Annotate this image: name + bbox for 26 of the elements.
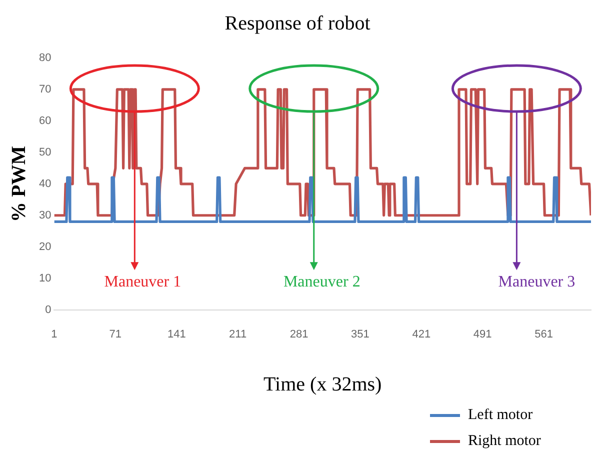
y-tick-label: 60: [38, 114, 52, 127]
x-tick-label: 491: [473, 328, 492, 340]
y-tick-label: 30: [38, 209, 52, 222]
x-tick-label: 141: [167, 328, 186, 340]
y-tick-label: 70: [38, 84, 52, 96]
y-tick-label: 0: [45, 304, 52, 316]
y-tick-label: 50: [38, 146, 52, 158]
chart-title: Response of robot: [224, 12, 371, 34]
y-tick-label: 10: [38, 272, 52, 284]
x-tick-label: 1: [51, 328, 58, 340]
x-tick-label: 211: [229, 328, 247, 340]
annotation: Maneuver 2: [283, 273, 360, 290]
x-tick-label: 351: [351, 328, 370, 340]
legend-label: Left motor: [468, 406, 533, 424]
x-tick-label: 421: [412, 328, 431, 340]
y-tick-label: 40: [38, 178, 52, 190]
x-tick-label: 561: [534, 328, 553, 340]
legend-label: Right motor: [468, 432, 541, 450]
annotation: Maneuver 1: [104, 273, 182, 290]
y-axis-title: % PWM: [8, 146, 30, 222]
y-tick-label: 80: [38, 52, 52, 64]
x-tick-label: 71: [109, 328, 122, 340]
y-tick-label: 20: [38, 240, 52, 253]
x-tick-label: 281: [290, 328, 308, 340]
x-axis-title: Time (x 32ms): [264, 373, 382, 396]
annotation: Maneuver 3: [498, 273, 576, 290]
